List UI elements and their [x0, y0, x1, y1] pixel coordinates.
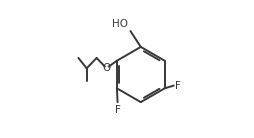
Text: F: F — [115, 105, 121, 115]
Text: F: F — [175, 81, 181, 91]
Text: HO: HO — [112, 19, 128, 29]
Text: O: O — [102, 63, 111, 73]
